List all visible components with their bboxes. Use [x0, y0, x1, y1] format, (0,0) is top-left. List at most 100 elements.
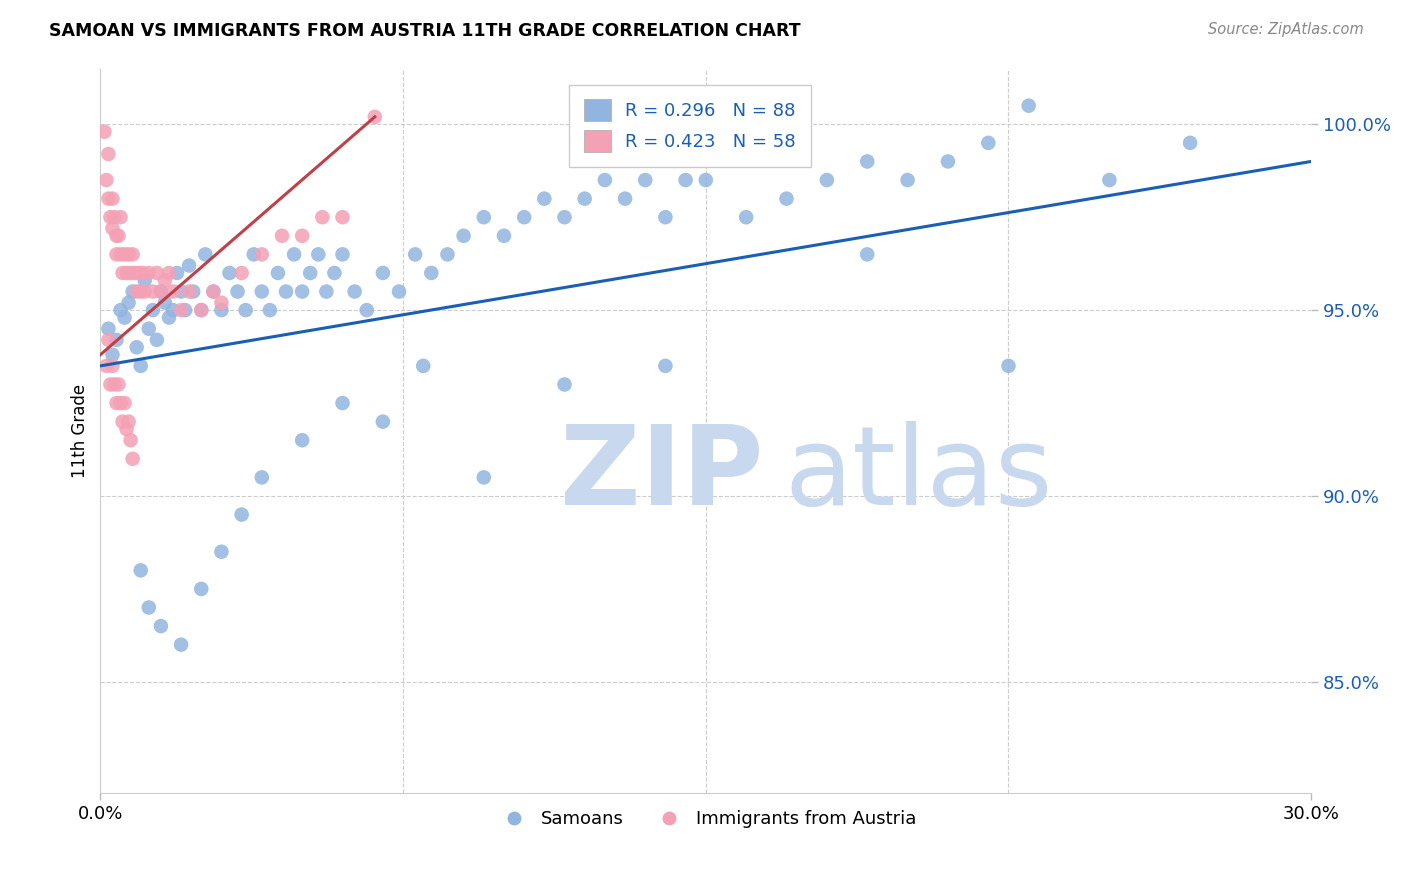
- Point: [242, 247, 264, 261]
- Point: [105, 228, 128, 243]
- Point: [675, 173, 697, 187]
- Point: [250, 247, 273, 261]
- Point: [553, 377, 575, 392]
- Point: [153, 273, 176, 287]
- Text: ZIP: ZIP: [561, 421, 763, 528]
- Point: [105, 333, 128, 347]
- Point: [121, 451, 143, 466]
- Point: [111, 415, 134, 429]
- Point: [343, 285, 366, 299]
- Point: [472, 211, 495, 225]
- Point: [142, 285, 165, 299]
- Point: [897, 173, 920, 187]
- Point: [250, 285, 273, 299]
- Point: [96, 173, 118, 187]
- Point: [735, 211, 758, 225]
- Point: [815, 173, 838, 187]
- Point: [101, 348, 124, 362]
- Point: [267, 266, 290, 280]
- Point: [307, 247, 329, 261]
- Point: [101, 192, 124, 206]
- Point: [114, 310, 136, 325]
- Point: [190, 582, 212, 596]
- Point: [472, 470, 495, 484]
- Point: [654, 359, 676, 373]
- Point: [162, 285, 184, 299]
- Point: [114, 396, 136, 410]
- Point: [274, 285, 297, 299]
- Point: [120, 266, 142, 280]
- Point: [105, 247, 128, 261]
- Point: [107, 228, 129, 243]
- Point: [121, 285, 143, 299]
- Point: [157, 266, 180, 280]
- Point: [1178, 136, 1201, 150]
- Point: [420, 266, 443, 280]
- Point: [315, 285, 337, 299]
- Point: [115, 266, 138, 280]
- Point: [231, 508, 253, 522]
- Point: [977, 136, 1000, 150]
- Point: [271, 228, 294, 243]
- Point: [114, 247, 136, 261]
- Point: [179, 285, 201, 299]
- Point: [371, 415, 394, 429]
- Point: [110, 303, 132, 318]
- Point: [181, 285, 204, 299]
- Point: [96, 359, 118, 373]
- Point: [226, 285, 249, 299]
- Point: [291, 285, 314, 299]
- Point: [453, 228, 475, 243]
- Point: [138, 600, 160, 615]
- Point: [936, 154, 959, 169]
- Point: [332, 396, 354, 410]
- Point: [121, 247, 143, 261]
- Point: [593, 173, 616, 187]
- Point: [107, 377, 129, 392]
- Point: [170, 285, 193, 299]
- Point: [101, 359, 124, 373]
- Point: [533, 192, 555, 206]
- Text: atlas: atlas: [785, 421, 1053, 528]
- Point: [120, 434, 142, 448]
- Point: [166, 266, 188, 280]
- Point: [93, 125, 115, 139]
- Point: [146, 266, 169, 280]
- Point: [134, 273, 156, 287]
- Point: [105, 396, 128, 410]
- Point: [117, 295, 139, 310]
- Point: [299, 266, 322, 280]
- Text: SAMOAN VS IMMIGRANTS FROM AUSTRIA 11TH GRADE CORRELATION CHART: SAMOAN VS IMMIGRANTS FROM AUSTRIA 11TH G…: [49, 22, 801, 40]
- Point: [553, 211, 575, 225]
- Point: [129, 563, 152, 577]
- Point: [142, 303, 165, 318]
- Point: [209, 295, 232, 310]
- Y-axis label: 11th Grade: 11th Grade: [72, 384, 89, 478]
- Point: [231, 266, 253, 280]
- Point: [111, 266, 134, 280]
- Point: [179, 259, 201, 273]
- Point: [202, 285, 225, 299]
- Point: [436, 247, 458, 261]
- Point: [250, 470, 273, 484]
- Point: [110, 247, 132, 261]
- Point: [103, 211, 125, 225]
- Point: [100, 377, 122, 392]
- Point: [202, 285, 225, 299]
- Point: [209, 303, 232, 318]
- Point: [218, 266, 240, 280]
- Point: [856, 247, 879, 261]
- Point: [125, 340, 148, 354]
- Point: [404, 247, 426, 261]
- Point: [97, 322, 120, 336]
- Point: [654, 211, 676, 225]
- Point: [128, 266, 150, 280]
- Point: [157, 310, 180, 325]
- Point: [125, 285, 148, 299]
- Point: [1018, 98, 1040, 112]
- Point: [856, 154, 879, 169]
- Point: [634, 173, 657, 187]
- Point: [149, 285, 172, 299]
- Point: [291, 434, 314, 448]
- Point: [194, 247, 217, 261]
